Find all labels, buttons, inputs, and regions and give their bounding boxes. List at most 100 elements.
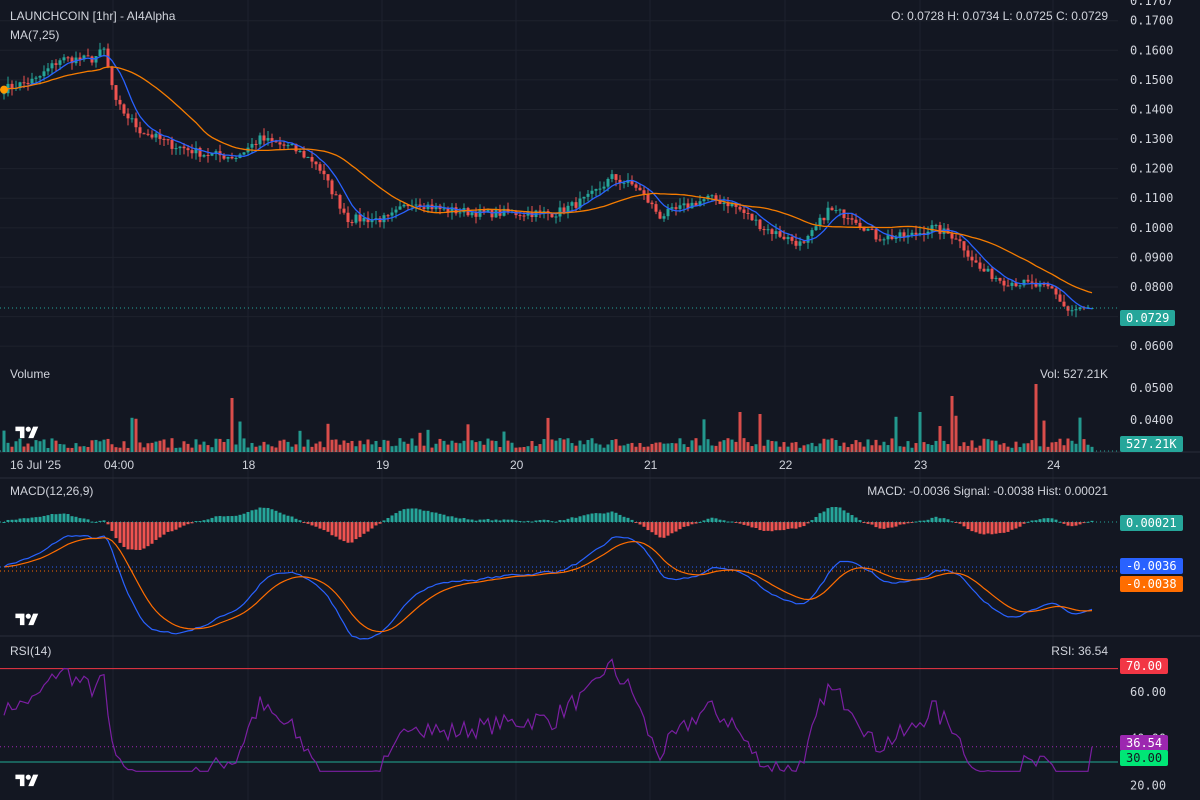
- macd-histogram-bar: [462, 518, 466, 522]
- volume-bar: [806, 444, 810, 452]
- volume-bar: [858, 442, 862, 452]
- macd-histogram-bar: [466, 519, 470, 522]
- candle-body: [306, 157, 310, 159]
- candle-body: [874, 229, 878, 240]
- candle-body: [158, 133, 162, 139]
- macd-histogram-bar: [166, 522, 170, 532]
- macd-histogram-bar: [258, 507, 262, 522]
- volume-bar: [390, 446, 394, 452]
- volume-bar: [838, 445, 842, 452]
- candle-body: [166, 139, 170, 141]
- signal-line: [3, 537, 1093, 633]
- candle-body: [414, 204, 418, 206]
- candle-body: [734, 202, 738, 207]
- candle-body: [954, 238, 958, 240]
- volume-bar: [358, 440, 362, 452]
- price-tick-label: 0.0800: [1130, 280, 1173, 294]
- macd-histogram-bar: [190, 522, 194, 524]
- volume-bar: [422, 445, 426, 452]
- candle-body: [566, 205, 570, 213]
- volume-bar: [110, 444, 114, 452]
- macd-histogram-bar: [790, 522, 794, 529]
- volume-bar: [614, 439, 618, 452]
- macd-histogram-bar: [678, 522, 682, 530]
- macd-histogram-bar: [58, 513, 62, 522]
- macd-histogram-bar: [1054, 519, 1058, 522]
- volume-bar: [810, 442, 814, 452]
- volume-bar: [242, 438, 246, 452]
- candle-body: [406, 204, 410, 207]
- candle-body: [538, 210, 542, 212]
- macd-histogram-bar: [474, 520, 478, 522]
- volume-bar: [826, 439, 830, 452]
- macd-histogram-bar: [822, 511, 826, 522]
- candle-body: [898, 232, 902, 238]
- volume-bar: [794, 442, 798, 452]
- volume-bar: [282, 439, 286, 452]
- volume-bar: [978, 445, 982, 452]
- macd-histogram-bar: [146, 522, 150, 547]
- macd-histogram-bar: [314, 522, 318, 527]
- macd-histogram-bar: [814, 516, 818, 522]
- macd-histogram-bar: [878, 522, 882, 529]
- macd-histogram-bar: [830, 507, 834, 522]
- volume-bar: [862, 446, 866, 452]
- macd-histogram-bar: [250, 510, 254, 522]
- macd-histogram-bar: [74, 516, 78, 522]
- price-tick-label: 0.1100: [1130, 191, 1173, 205]
- macd-histogram-bar: [110, 522, 114, 531]
- volume-bar: [470, 440, 474, 452]
- macd-histogram-bar: [622, 516, 626, 522]
- volume-bar: [266, 444, 270, 452]
- macd-histogram-bar: [1006, 522, 1010, 532]
- macd-histogram-bar: [278, 512, 282, 522]
- volume-bar: [610, 440, 614, 452]
- macd-histogram-bar: [838, 507, 842, 522]
- volume-bar: [1086, 444, 1090, 452]
- macd-histogram-bar: [502, 519, 506, 522]
- macd-histogram-bar: [138, 522, 142, 550]
- candle-body: [602, 186, 606, 189]
- macd-histogram-bar: [882, 522, 886, 529]
- candle-body: [110, 66, 114, 86]
- volume-bar: [982, 438, 986, 452]
- volume-bar: [218, 438, 222, 452]
- macd-histogram-bar: [362, 522, 366, 534]
- volume-bar: [262, 441, 266, 452]
- candle-body: [338, 195, 342, 209]
- volume-bar: [1078, 417, 1082, 452]
- candle-body: [1050, 286, 1054, 289]
- volume-bar: [650, 443, 654, 452]
- price-tick-label: 0.1000: [1130, 221, 1173, 235]
- volume-bar: [486, 438, 490, 452]
- candle-body: [118, 99, 122, 105]
- macd-histogram-bar: [102, 520, 106, 522]
- volume-bar: [950, 396, 954, 452]
- volume-bar: [126, 447, 130, 452]
- volume-bar: [46, 447, 50, 452]
- macd-histogram-bar: [266, 507, 270, 522]
- macd-histogram-bar: [38, 516, 42, 522]
- candle-body: [914, 232, 918, 235]
- volume-bar: [970, 440, 974, 452]
- volume-bar: [626, 443, 630, 452]
- macd-histogram-bar: [1062, 522, 1066, 524]
- macd-histogram-bar: [42, 515, 46, 522]
- volume-bar: [386, 440, 390, 452]
- volume-bar: [662, 443, 666, 452]
- macd-histogram-bar: [842, 510, 846, 522]
- price-marker-dot: [0, 85, 8, 94]
- candle-body: [486, 209, 490, 212]
- x-tick-label: 04:00: [104, 458, 135, 472]
- volume-bar: [1074, 443, 1078, 452]
- volume-bar: [18, 438, 22, 452]
- volume-bar: [834, 440, 838, 452]
- candle-body: [1014, 282, 1018, 287]
- macd-histogram-bar: [398, 510, 402, 522]
- candle-body: [366, 217, 370, 223]
- candle-body: [434, 205, 438, 210]
- volume-bar: [74, 443, 78, 452]
- macd-histogram-bar: [458, 518, 462, 522]
- candle-body: [938, 225, 942, 234]
- macd-histogram-bar: [670, 522, 674, 534]
